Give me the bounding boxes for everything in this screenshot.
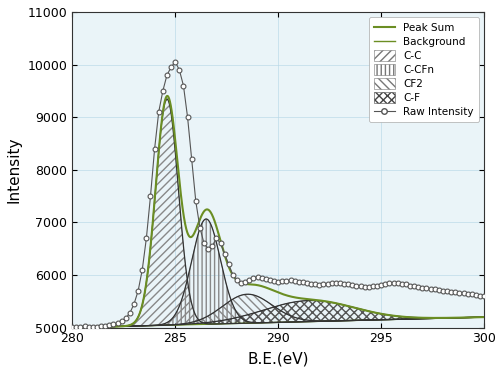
- Legend: Peak Sum, Background, C-C, C-CFn, CF2, C-F, Raw Intensity: Peak Sum, Background, C-C, C-CFn, CF2, C…: [369, 17, 479, 122]
- X-axis label: B.E.(eV): B.E.(eV): [247, 351, 309, 366]
- Y-axis label: Intensity: Intensity: [7, 137, 22, 203]
